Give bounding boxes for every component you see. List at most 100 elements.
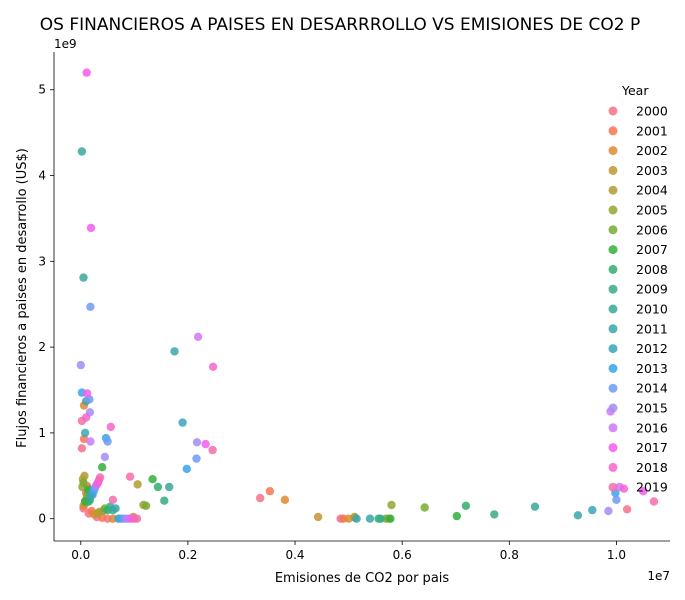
legend-marker [608,245,618,255]
data-point [148,475,157,484]
legend-label: 2016 [636,420,668,435]
data-point [612,495,621,504]
data-point [160,496,169,505]
chart-title: OS FINANCIEROS A PAISES EN DESARRROLLO V… [40,15,640,35]
data-point [604,506,613,516]
data-point [461,501,471,510]
legend-label: 2004 [636,183,668,198]
legend-label: 2018 [636,460,668,475]
series-2000 [77,444,632,523]
legend-entry: 2007 [608,242,668,257]
data-point [76,360,86,370]
legend-entry: 2001 [608,123,668,138]
data-point [193,332,203,341]
x-tick-label: 0.0 [71,548,90,562]
data-point [387,500,396,510]
data-point [80,471,89,480]
data-point [208,445,217,455]
legend-label: 2014 [636,381,668,396]
legend-marker [608,106,618,116]
series-2017 [82,68,648,523]
legend-entry: 2014 [608,381,668,396]
data-point [95,473,105,482]
legend-marker [608,146,618,156]
data-point [111,504,120,513]
data-point [153,482,163,492]
legend-entry: 2008 [608,262,668,277]
series-2014 [85,302,621,523]
legend-entry: 2013 [608,361,668,376]
series-2019 [77,416,659,523]
data-point [452,511,461,521]
series-2013 [77,388,620,523]
data-point [178,418,187,427]
data-point [79,273,88,282]
data-point [420,503,429,512]
data-point [132,514,142,523]
legend-label: 2008 [636,262,668,277]
legend-label: 2019 [636,480,668,495]
legend-entry: 2000 [608,104,668,119]
legend-label: 2012 [636,341,668,356]
legend-entry: 2009 [608,282,668,297]
legend-marker [608,284,618,294]
data-point [133,480,142,489]
data-point [265,487,275,496]
legend-marker [608,304,618,314]
series-2015 [76,360,613,523]
legend-marker [608,344,618,354]
series-2016 [86,332,624,523]
legend-entry: 2016 [608,420,668,435]
data-point [201,439,210,449]
y-tick-label: 0 [38,512,46,526]
x-tick-label: 0.2 [178,548,197,562]
legend-label: 2011 [636,321,668,336]
legend-entry: 2004 [608,183,668,198]
y-axis-label: Flujos financieros a paises en desarroll… [15,148,30,448]
legend-label: 2006 [636,222,668,237]
legend-entry: 2002 [608,143,668,158]
data-point [649,497,659,506]
data-point [103,437,112,446]
series-2012 [80,418,597,523]
legend-entry: 2018 [608,460,668,475]
legend-marker [608,482,618,492]
x-tick-label: 0.4 [285,548,304,562]
legend-marker [608,423,618,433]
x-tick-label: 0.6 [393,548,412,562]
legend-marker [608,363,618,373]
legend-label: 2001 [636,123,668,138]
legend-entry: 2017 [608,440,668,455]
legend-label: 2003 [636,163,668,178]
legend-label: 2000 [636,104,668,119]
legend-entry: 2011 [608,321,668,336]
data-point [98,463,107,472]
data-point [106,422,116,432]
legend-marker [608,264,618,274]
y-offset-label: 1e9 [54,37,77,51]
data-point [619,484,629,493]
data-point [86,437,95,446]
legend-marker [608,462,618,472]
data-point [376,514,385,523]
data-point [365,514,375,523]
series-2005 [78,482,396,516]
y-tick-label: 2 [38,340,46,354]
y-tick-label: 4 [38,169,46,183]
data-point [386,514,395,523]
series-2010 [77,147,540,515]
data-point [165,482,174,492]
x-ticks: 0.0 0.2 0.4 0.6 0.8 1.0 [71,541,626,562]
legend-label: 2015 [636,401,668,416]
legend-marker [608,126,618,136]
data-point [256,493,265,503]
data-point [280,495,290,504]
legend-entry: 2012 [608,341,668,356]
legend-marker [608,403,618,413]
legend-marker [608,443,618,453]
data-point [86,302,95,311]
data-point [182,464,191,474]
legend-label: 2007 [636,242,668,257]
x-tick-label: 0.8 [500,548,519,562]
data-point [588,505,597,515]
